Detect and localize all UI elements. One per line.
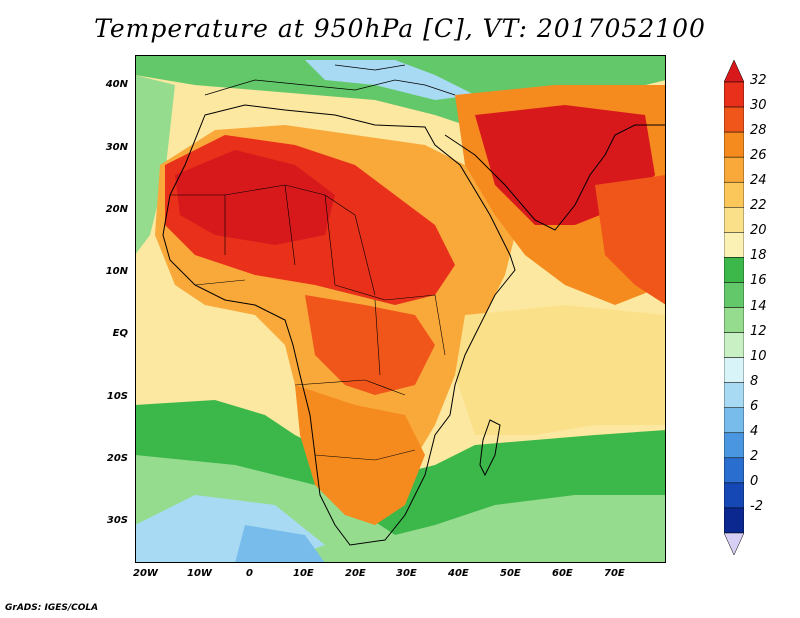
colorbar-label: 10 <box>750 348 767 364</box>
y-label-20n: 20N <box>105 204 128 215</box>
colorbar-label: -2 <box>750 498 763 514</box>
africa-coastline <box>162 104 516 546</box>
map-frame <box>135 55 666 563</box>
y-label-30n: 30N <box>105 142 128 153</box>
field-central-hot <box>305 295 435 395</box>
colorbar-label: 2 <box>750 448 759 464</box>
field-west-edge <box>135 75 175 255</box>
field-indian-ocean <box>455 305 666 435</box>
colorbar-label: 22 <box>750 198 767 214</box>
colorbar <box>724 60 744 555</box>
colorbar-label: 24 <box>750 173 767 189</box>
field-sahara-core <box>175 150 335 245</box>
colorbar-segment <box>724 407 744 434</box>
colorbar-segment <box>724 382 744 408</box>
x-label-0: 0 <box>246 568 253 579</box>
colorbar-segment <box>724 482 744 509</box>
colorbar-segment <box>724 257 744 283</box>
colorbar-segment <box>724 432 744 459</box>
colorbar-segment <box>724 207 744 233</box>
x-label-70e: 70E <box>604 568 625 579</box>
colorbar-segment <box>724 181 744 208</box>
colorbar-segment <box>724 532 744 555</box>
x-label-30e: 30E <box>396 568 417 579</box>
colorbar-segment <box>724 106 744 133</box>
country-borders <box>170 184 446 461</box>
colorbar-segment <box>724 232 744 258</box>
x-label-20w: 20W <box>133 568 158 579</box>
map-title: Temperature at 950hPa [C], VT: 201705210… <box>94 14 706 43</box>
field-southwest-blue <box>235 525 325 563</box>
x-label-40e: 40E <box>448 568 469 579</box>
colorbar-segment <box>724 156 744 183</box>
y-label-40n: 40N <box>105 79 128 90</box>
colorbar-label: 12 <box>750 323 767 339</box>
colorbar-label: 18 <box>750 248 767 264</box>
colorbar-label: 32 <box>750 73 767 88</box>
colorbar-segment <box>724 131 744 158</box>
y-label-20s: 20S <box>106 453 128 464</box>
colorbar-label: 6 <box>750 398 759 414</box>
colorbar-label: 14 <box>750 298 767 314</box>
y-label-10s: 10S <box>106 391 128 402</box>
mediterranean-coast <box>204 64 456 96</box>
x-label-20e: 20E <box>345 568 366 579</box>
field-north-cold <box>305 60 475 100</box>
colorbar-label: 20 <box>750 223 767 239</box>
colorbar-label: 26 <box>750 148 767 164</box>
colorbar-segment <box>724 60 744 83</box>
colorbar-segment <box>724 457 744 484</box>
colorbar-segment <box>724 282 744 308</box>
colorbar-label: 30 <box>750 98 767 114</box>
field-india-warm <box>595 175 666 305</box>
field-southern-africa <box>295 385 425 525</box>
colorbar-label: 8 <box>750 373 759 389</box>
x-label-60e: 60E <box>552 568 573 579</box>
y-label-30s: 30S <box>106 515 128 526</box>
y-label-10n: 10N <box>105 266 128 277</box>
y-label-eq: EQ <box>112 328 128 339</box>
colorbar-label: 0 <box>750 473 759 489</box>
x-label-10w: 10W <box>187 568 212 579</box>
colorbar-label: 16 <box>750 273 767 289</box>
colorbar-label: 4 <box>750 423 759 439</box>
colorbar-segment <box>724 307 744 333</box>
colorbar-segment <box>724 332 744 358</box>
madagascar <box>479 419 501 477</box>
colorbar-label: 28 <box>750 123 767 139</box>
arabia-coastline <box>444 124 666 231</box>
footer-credit: GrADS: IGES/COLA <box>5 603 99 613</box>
x-label-10e: 10E <box>293 568 314 579</box>
colorbar-segment <box>724 81 744 108</box>
colorbar-segment <box>724 357 744 383</box>
temperature-map <box>135 55 666 563</box>
x-label-50e: 50E <box>500 568 521 579</box>
colorbar-segment <box>724 507 744 534</box>
